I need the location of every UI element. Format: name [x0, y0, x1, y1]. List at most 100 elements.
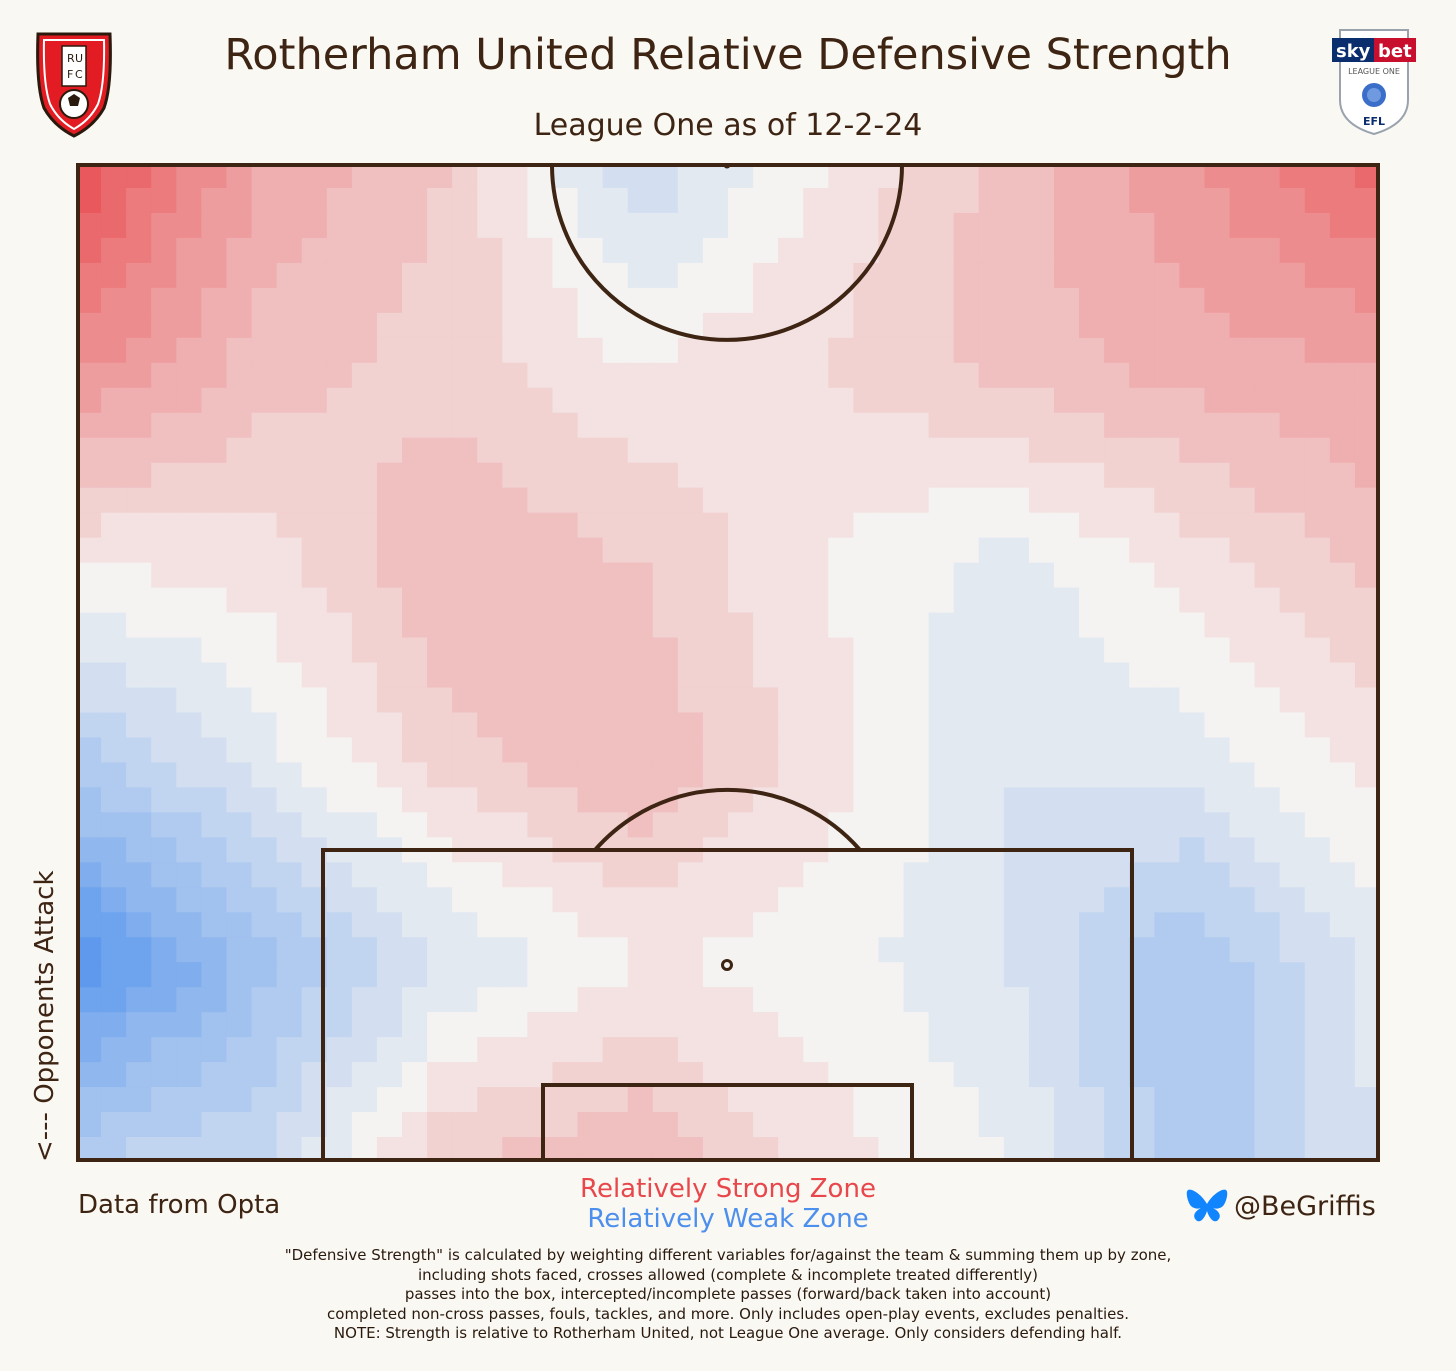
heatmap-cell [878, 562, 905, 589]
heatmap-cell [201, 987, 228, 1013]
heatmap-cell [652, 562, 679, 589]
heatmap-cell [828, 912, 854, 938]
heatmap-cell [151, 437, 177, 464]
heatmap-cell [577, 537, 604, 564]
heatmap-cell [326, 163, 353, 189]
heatmap-cell [326, 687, 353, 714]
heatmap-cell [427, 537, 453, 564]
heatmap-cell [1279, 862, 1306, 888]
heatmap-cell [1079, 212, 1105, 239]
heatmap-cell [527, 662, 554, 689]
heatmap-cell [552, 637, 579, 664]
heatmap-cell [978, 962, 1005, 988]
heatmap-cell [853, 337, 880, 364]
heatmap-cell [101, 163, 127, 189]
heatmap-cell [1054, 762, 1080, 788]
heatmap-cell [1329, 562, 1356, 589]
heatmap-cell [953, 887, 980, 913]
heatmap-cell [753, 662, 779, 689]
heatmap-cell [602, 387, 629, 414]
author-handle[interactable]: @BeGriffis [1186, 1186, 1376, 1226]
heatmap-cell [803, 262, 829, 289]
heatmap-cell [1354, 163, 1380, 189]
heatmap-cell [828, 337, 854, 364]
heatmap-cell [878, 1112, 905, 1138]
heatmap-cell [1003, 337, 1030, 364]
heatmap-cell [728, 912, 754, 938]
heatmap-cell [151, 1062, 177, 1088]
heatmap-cell [702, 462, 729, 489]
heatmap-cell [1079, 163, 1105, 189]
heatmap-cell [101, 1137, 127, 1162]
heatmap-cell [201, 712, 228, 739]
heatmap-cell [1028, 462, 1055, 489]
heatmap-cell [1104, 212, 1130, 239]
heatmap-cell [928, 237, 955, 264]
heatmap-cell [301, 462, 328, 489]
heatmap-cell [427, 262, 453, 289]
heatmap-cell [502, 212, 528, 239]
heatmap-cell [1279, 437, 1306, 464]
heatmap-cell [276, 212, 303, 239]
heatmap-cell [326, 762, 353, 788]
heatmap-cell [1229, 862, 1256, 888]
heatmap-cell [878, 362, 905, 389]
heatmap-cell [251, 362, 278, 389]
heatmap-cell [928, 787, 955, 813]
heatmap-cell [928, 612, 955, 639]
heatmap-cell [1129, 412, 1155, 439]
heatmap-cell [402, 687, 428, 714]
heatmap-cell [402, 812, 428, 838]
heatmap-cell [201, 212, 228, 239]
heatmap-cell [1003, 163, 1030, 189]
heatmap-cell [1229, 937, 1256, 963]
heatmap-cell [477, 587, 503, 614]
heatmap-cell [1279, 1037, 1306, 1063]
heatmap-cell [978, 712, 1005, 739]
heatmap-cell [928, 1062, 955, 1088]
heatmap-cell [452, 687, 478, 714]
heatmap-cell [627, 562, 654, 589]
heatmap-cell [477, 862, 503, 888]
heatmap-cell [301, 812, 328, 838]
heatmap-cell [602, 987, 629, 1013]
heatmap-cell [477, 412, 503, 439]
heatmap-cell [928, 762, 955, 788]
heatmap-cell [1279, 737, 1306, 764]
heatmap-cell [828, 262, 854, 289]
heatmap-cell [326, 637, 353, 664]
heatmap-cell [427, 187, 453, 214]
heatmap-cell [76, 737, 102, 764]
heatmap-cell [1179, 737, 1206, 764]
heatmap-cell [1229, 912, 1256, 938]
heatmap-cell [126, 1037, 152, 1063]
heatmap-cell [953, 987, 980, 1013]
heatmap-cell [176, 837, 202, 863]
heatmap-cell [803, 912, 829, 938]
heatmap-cell [427, 1137, 453, 1162]
heatmap-cell [126, 537, 152, 564]
heatmap-cell [176, 812, 202, 838]
heatmap-cell [226, 662, 253, 689]
heatmap-cell [76, 887, 102, 913]
heatmap-cell [1154, 212, 1180, 239]
heatmap-cell [1028, 1087, 1055, 1113]
handle-text: @BeGriffis [1234, 1190, 1376, 1222]
heatmap-cell [126, 1012, 152, 1038]
heatmap-cell [1229, 187, 1256, 214]
heatmap-cell [477, 937, 503, 963]
heatmap-cell [753, 412, 779, 439]
heatmap-cell [677, 862, 704, 888]
heatmap-cell [276, 937, 303, 963]
heatmap-cell [301, 412, 328, 439]
heatmap-cell [1104, 937, 1130, 963]
heatmap-cell [477, 337, 503, 364]
heatmap-cell [176, 737, 202, 764]
heatmap-cell [1354, 762, 1380, 788]
heatmap-cell [677, 512, 704, 539]
heatmap-cell [1279, 937, 1306, 963]
heatmap-cell [552, 1112, 579, 1138]
heatmap-cell [176, 362, 202, 389]
heatmap-cell [1179, 812, 1206, 838]
heatmap-cell [151, 1037, 177, 1063]
